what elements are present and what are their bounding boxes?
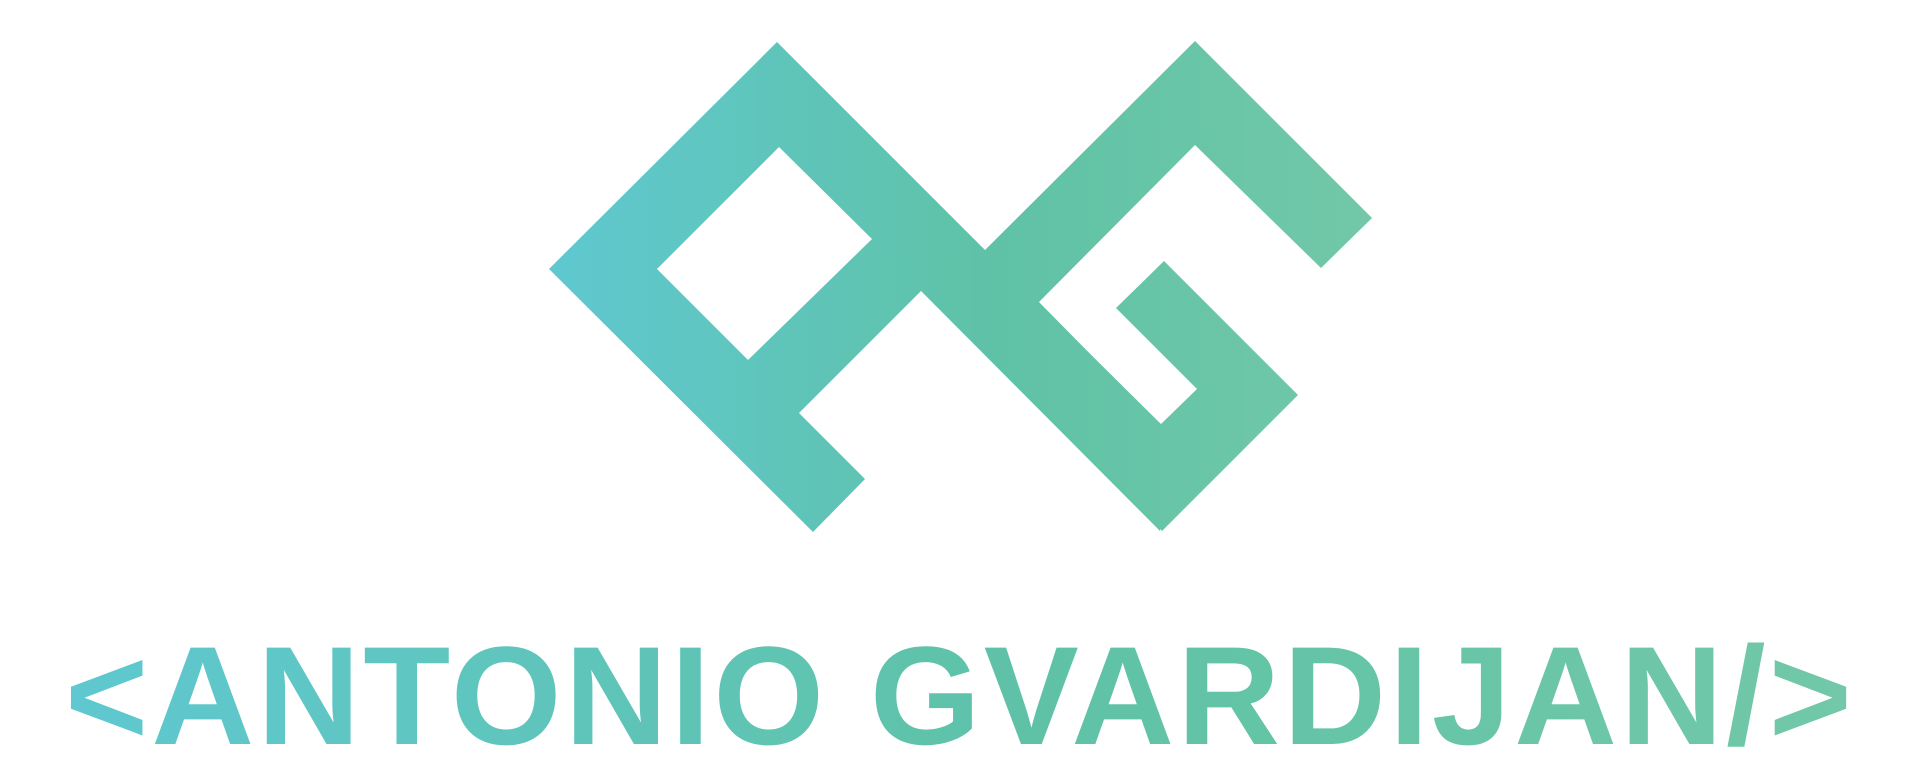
monogram-g-shape	[985, 41, 1372, 531]
monogram-a-shape	[549, 42, 985, 532]
wordmark-text: <ANTONIO GVARDIJAN/>	[65, 617, 1855, 774]
